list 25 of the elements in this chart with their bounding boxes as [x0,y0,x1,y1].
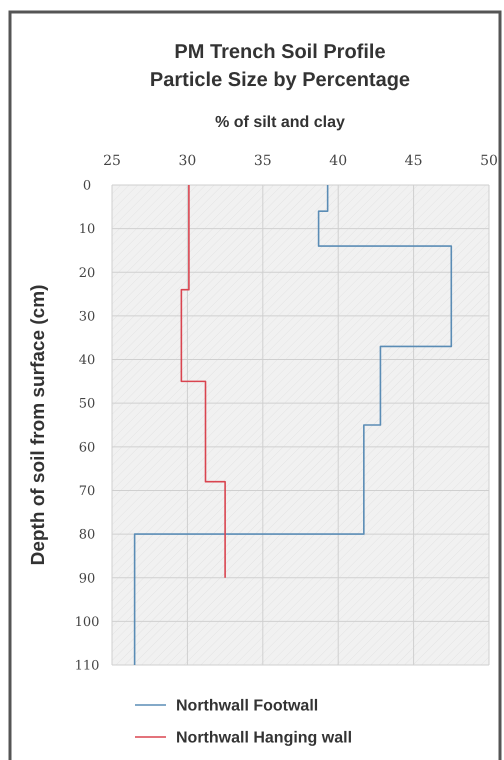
legend-label: Northwall Footwall [176,698,318,715]
y-axis-title: Depth of soil from surface (cm) [28,284,49,566]
chart-title: PM Trench Soil Profile Particle Size by Percentage [150,41,410,91]
y-tick-label: 100 [74,614,100,630]
y-tick-label: 20 [78,266,96,281]
line-series [134,184,452,666]
y-tick-label: 70 [78,484,96,500]
y-tick-label: 110 [74,658,100,674]
x-tick-label: 45 [404,153,423,169]
x-tick-label: 40 [329,153,348,169]
y-tick-label: 80 [78,528,96,543]
y-tick-label: 40 [78,353,96,368]
y-tick-label: 10 [78,222,96,238]
y-tick-label: 0 [82,178,92,194]
x-tick-label: 50 [480,153,498,169]
legend-label: Northwall Hanging wall [176,730,352,747]
y-tick-label: 60 [78,440,96,456]
y-tick-label: 50 [78,396,96,412]
x-tick-label: 30 [178,153,196,169]
x-tick-label: 25 [103,153,121,169]
y-tick-label: 30 [78,309,96,324]
x-axis-title: % of silt and clay [215,114,346,131]
line-series [180,184,226,579]
y-tick-label: 90 [78,571,96,586]
x-tick-label: 35 [254,153,272,169]
